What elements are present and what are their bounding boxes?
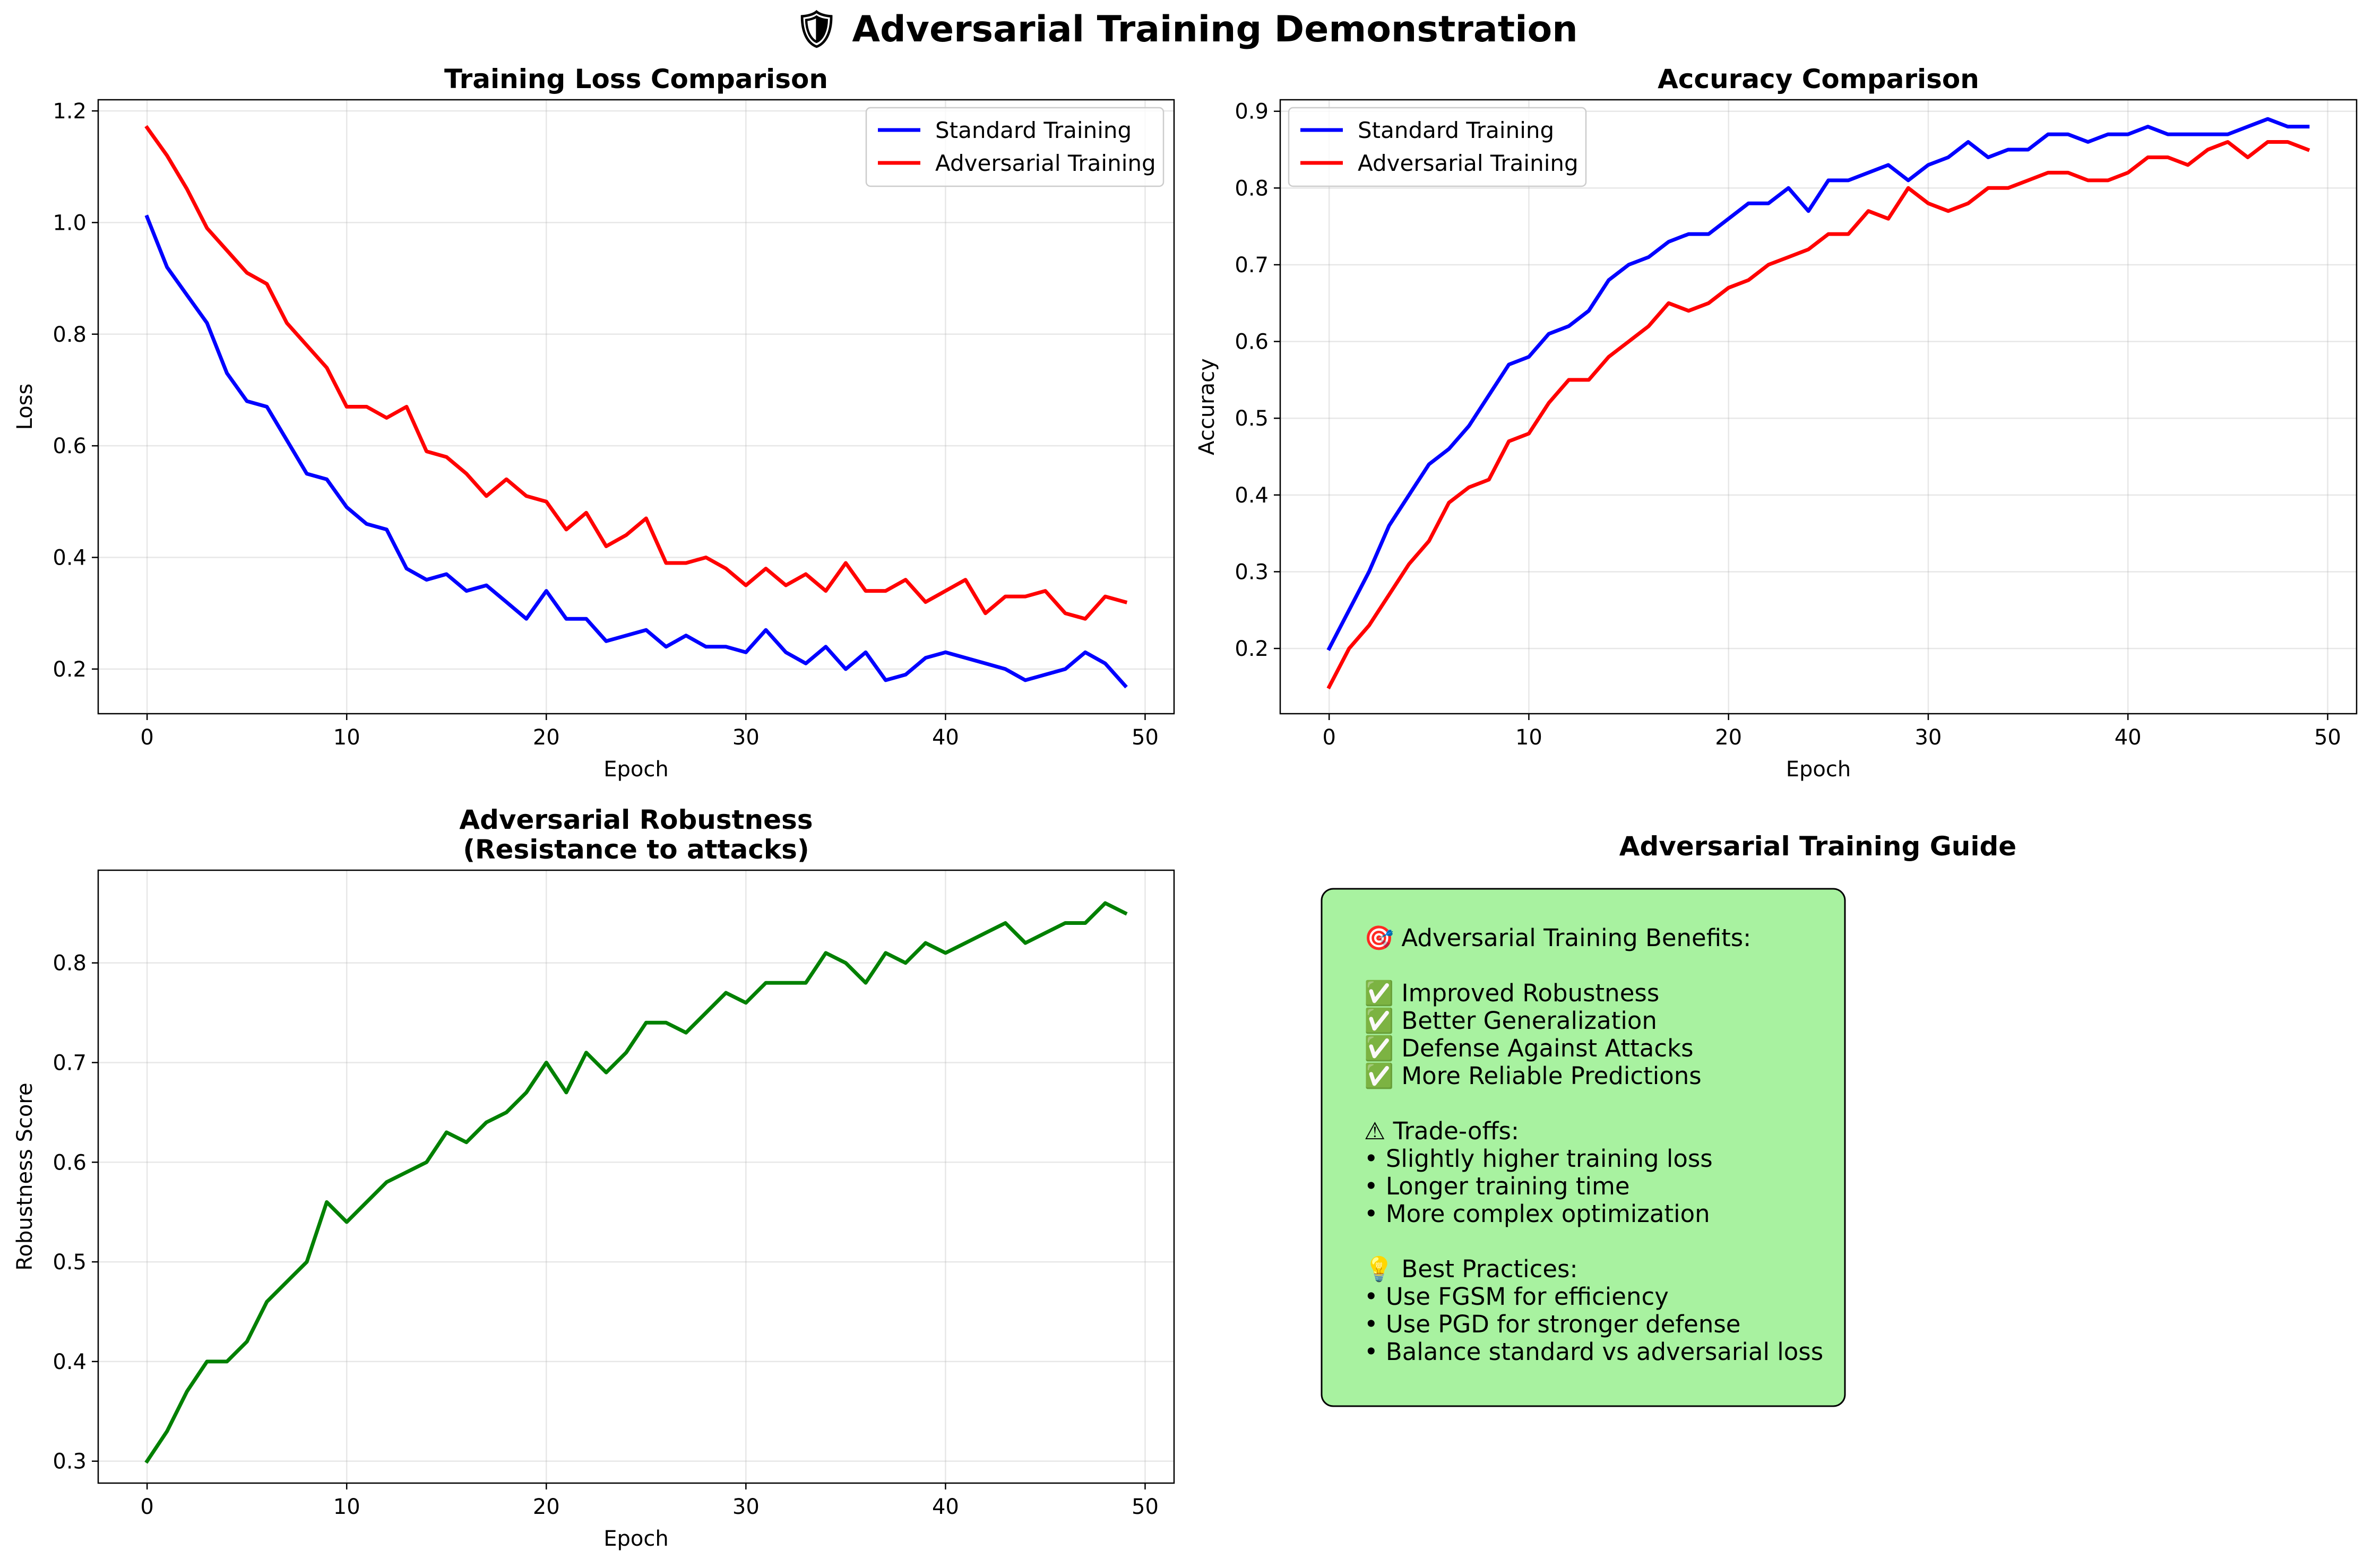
- chart-title: Training Loss Comparison: [444, 64, 828, 94]
- series-line-0: [144, 214, 1128, 689]
- y-tick-label-1: 0.4: [53, 1350, 87, 1374]
- y-axis-label: Loss: [13, 384, 37, 430]
- chart-title: Accuracy Comparison: [1658, 64, 1979, 94]
- x-tick-label-3: 30: [732, 1495, 760, 1519]
- guide-line-2: ✅ Improved Robustness: [1364, 979, 1659, 1007]
- x-tick-label-5: 50: [1132, 725, 1159, 750]
- guide-line-4: ✅ Defense Against Attacks: [1364, 1034, 1694, 1062]
- y-tick-label-5: 1.2: [53, 99, 87, 124]
- x-tick-label-5: 50: [1132, 1495, 1159, 1519]
- axes-frame: [97, 869, 1175, 1484]
- x-tick-label-4: 40: [2115, 725, 2142, 750]
- legend: Standard Training Adversarial Training: [865, 107, 1165, 187]
- axes-frame: [1279, 99, 2358, 715]
- y-tick-label-3: 0.8: [53, 323, 87, 347]
- axes-frame: [97, 99, 1175, 715]
- legend-entry-1: Adversarial Training: [1358, 150, 1579, 176]
- series-line-0: [1326, 117, 2310, 651]
- y-tick-label-6: 0.8: [1235, 176, 1269, 201]
- series-line-1: [144, 125, 1128, 621]
- guide-line-14: • Use PGD for stronger defense: [1364, 1310, 1741, 1338]
- x-tick-label-4: 40: [932, 725, 959, 750]
- guide-title: Adversarial Training Guide: [1619, 831, 2016, 862]
- guide-line-0: 🎯 Adversarial Training Benefits:: [1364, 924, 1751, 952]
- x-tick-label-2: 20: [533, 1495, 560, 1519]
- x-tick-label-3: 30: [1914, 725, 1942, 750]
- y-tick-label-5: 0.8: [53, 951, 87, 976]
- y-tick-label-2: 0.6: [53, 434, 87, 458]
- guide-line-9: • Longer training time: [1364, 1172, 1630, 1200]
- x-tick-label-0: 0: [1322, 725, 1335, 750]
- series-line-0: [144, 901, 1128, 1464]
- chart-training-loss: 0 10 20 30 40 50 0.2 0.4 0.6 0.8 1.0 1.2 Epoch Loss Tr…: [13, 64, 1175, 782]
- x-axis-label: Epoch: [603, 1527, 668, 1551]
- x-tick-label-2: 20: [533, 725, 560, 750]
- x-tick-label-3: 30: [732, 725, 760, 750]
- y-tick-label-7: 0.9: [1235, 100, 1269, 124]
- guide-line-8: • Slightly higher training loss: [1364, 1145, 1713, 1173]
- guide-line-15: • Balance standard vs adversarial loss: [1364, 1338, 1823, 1366]
- y-axis-label: Robustness Score: [13, 1082, 37, 1270]
- guide-box: [1321, 888, 1846, 1407]
- legend-frame: [865, 107, 1165, 187]
- legend: Standard Training Adversarial Training: [1288, 107, 1587, 187]
- guide-panel: Adversarial Training Guide 🎯 Adversarial…: [1321, 831, 2016, 1407]
- x-tick-label-1: 10: [1515, 725, 1542, 750]
- guide-line-3: ✅ Better Generalization: [1364, 1007, 1657, 1035]
- y-axis-label: Accuracy: [1195, 358, 1219, 455]
- x-axis-label: Epoch: [1786, 757, 1851, 782]
- y-tick-label-3: 0.6: [53, 1150, 87, 1175]
- x-tick-label-2: 20: [1715, 725, 1742, 750]
- x-axis-label: Epoch: [603, 757, 668, 782]
- y-tick-label-5: 0.7: [1235, 253, 1269, 278]
- y-tick-label-0: 0.3: [53, 1450, 87, 1474]
- x-tick-label-1: 10: [333, 725, 360, 750]
- y-tick-label-0: 0.2: [1235, 637, 1269, 661]
- guide-line-12: 💡 Best Practices:: [1364, 1255, 1578, 1283]
- guide-line-13: • Use FGSM for efficiency: [1364, 1283, 1669, 1311]
- x-tick-label-0: 0: [140, 725, 153, 750]
- guide-line-10: • More complex optimization: [1364, 1200, 1710, 1228]
- y-tick-label-2: 0.5: [53, 1250, 87, 1275]
- chart-title: Adversarial Robustness (Resistance to att…: [459, 804, 813, 865]
- guide-line-7: ⚠ Trade-offs:: [1364, 1117, 1519, 1145]
- legend-frame: [1288, 107, 1587, 187]
- x-tick-label-5: 50: [2314, 725, 2341, 750]
- y-tick-label-0: 0.2: [53, 657, 87, 682]
- chart-robustness: 0 10 20 30 40 50 0.3 0.4 0.5 0.6 0.7 0.8 Epoch Robust…: [13, 804, 1175, 1551]
- x-tick-label-0: 0: [140, 1495, 153, 1519]
- y-tick-label-1: 0.4: [53, 545, 87, 570]
- chart-accuracy: 0 10 20 30 40 50 0.2 0.3 0.4 0.5 0.6 0.7 0.8 0.9 Epoch…: [1195, 64, 2358, 782]
- series-line-1: [1326, 140, 2310, 690]
- guide-line-5: ✅ More Reliable Predictions: [1364, 1062, 1702, 1090]
- y-tick-label-4: 0.7: [53, 1051, 87, 1075]
- x-tick-label-4: 40: [932, 1495, 959, 1519]
- y-tick-label-1: 0.3: [1235, 560, 1269, 584]
- legend-entry-0: Standard Training: [1358, 117, 1554, 143]
- y-tick-label-2: 0.4: [1235, 483, 1269, 508]
- y-tick-label-3: 0.5: [1235, 406, 1269, 431]
- figure-suptitle: 🛡 Adversarial Training Demonstration: [793, 8, 1577, 50]
- guide-lines: 🎯 Adversarial Training Benefits: ✅ Improv…: [1364, 924, 1823, 1366]
- y-tick-label-4: 1.0: [53, 211, 87, 235]
- y-tick-label-4: 0.6: [1235, 330, 1269, 354]
- legend-entry-1: Adversarial Training: [935, 150, 1156, 176]
- x-tick-label-1: 10: [333, 1495, 360, 1519]
- legend-entry-0: Standard Training: [935, 117, 1132, 143]
